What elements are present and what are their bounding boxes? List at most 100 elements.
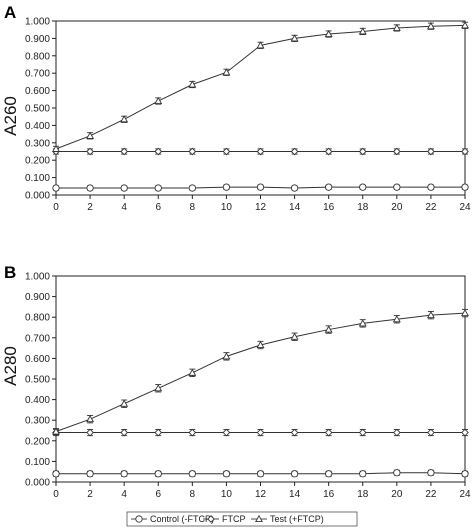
legend-swatch-marker	[207, 515, 215, 523]
panel-b-series-diamond	[52, 428, 469, 437]
panel-a-data-point	[256, 41, 265, 49]
panel-b-series-line	[55, 312, 466, 433]
panel-b-xtick-label: 8	[190, 489, 196, 500]
panel-b-data-point	[154, 384, 163, 392]
legend-box	[126, 511, 358, 527]
panel-a-ytick-label: 1.000	[25, 17, 50, 28]
panel-b-ytick-label: 0.900	[25, 292, 50, 303]
legend-swatch-marker	[135, 515, 143, 523]
panel-b-data-point	[290, 332, 299, 340]
panel-b-ytick-label: 0.400	[25, 395, 50, 406]
panel-a-data-point	[461, 21, 469, 29]
panel-a-ytick-label: 0.300	[25, 138, 50, 149]
legend-item-label: FTCP	[222, 514, 246, 524]
panel-a-data-point	[290, 184, 299, 192]
panel-b-data-point	[154, 470, 162, 478]
panel-a-data-point	[222, 183, 231, 191]
panel-a-data-point	[393, 183, 401, 191]
panel-b-data-point	[154, 428, 163, 437]
legend-item-triangle: Test (+FTCP)	[251, 514, 324, 524]
panel-a-data-point	[325, 183, 333, 191]
panel-a-ytick-label: 0.800	[25, 51, 50, 62]
panel-a-ytick-label: 0.900	[25, 34, 50, 45]
panel-a-data-point	[392, 23, 401, 31]
panel-b-data-point	[324, 325, 333, 333]
panel-a-label: A	[4, 3, 16, 22]
panel-b-xtick-label: 20	[391, 489, 403, 500]
panel-b-data-point	[222, 470, 231, 478]
panel-b-data-point	[222, 428, 231, 437]
panel-b-data-point	[188, 368, 197, 376]
panel-b-xtick-label: 18	[357, 489, 369, 500]
panel-a-data-point	[86, 131, 95, 139]
panel-a-xtick-label: 14	[289, 202, 301, 213]
panel-b-ylabel: A280	[1, 346, 20, 386]
panel-a-data-point	[188, 184, 196, 192]
panel-b-data-point	[52, 470, 60, 478]
panel-b-data-point	[461, 470, 469, 478]
panel-a-chart: A A260 0.000 0.100 0.200 0.300 0.400 0.500 0.6…	[1, 3, 471, 213]
panel-b-ytick-label: 0.800	[25, 313, 50, 324]
legend-item-circle: Control (-FTCP)	[131, 514, 214, 524]
panel-b-xtick-label: 22	[425, 489, 437, 500]
panel-b-data-point	[120, 399, 129, 407]
panel-a-data-point	[188, 80, 197, 88]
panel-a-ytick-label: 0.600	[25, 86, 50, 97]
panel-a-xtick-label: 18	[357, 202, 369, 213]
panel-b-xtick-label: 2	[87, 489, 93, 500]
panel-a-data-point	[154, 184, 162, 192]
panel-a-data-point	[290, 34, 299, 42]
panel-a-series-triangle	[52, 21, 469, 152]
panel-b-ytick-label: 0.100	[25, 457, 50, 468]
panel-b-data-point	[427, 469, 435, 477]
panel-b-ytick-label: 0.000	[25, 478, 50, 489]
panel-b-xtick-label: 24	[459, 489, 471, 500]
panel-a-data-point	[358, 147, 367, 156]
panel-b-ytick-label: 0.600	[25, 354, 50, 365]
panel-a-ytick-label: 0.100	[25, 173, 50, 184]
panel-a-ylabel: A260	[1, 96, 20, 136]
panel-a-data-point	[222, 68, 231, 76]
panel-a-xtick-label: 10	[221, 202, 233, 213]
panel-a-data-point	[256, 183, 265, 191]
panel-b-ytick-label: 0.300	[25, 416, 50, 427]
panel-a-data-point	[222, 147, 231, 156]
panel-b-data-point	[120, 428, 129, 437]
panel-b-chart: B A280 0.000 0.100 0.200 0.300 0.400 0.500 0.6…	[1, 263, 471, 500]
panel-b-series-circle	[52, 469, 469, 478]
panel-b-ytick-label: 0.500	[25, 375, 50, 386]
panel-b-data-point	[290, 428, 299, 437]
panel-b-data-point	[86, 470, 94, 478]
panel-a-data-point	[120, 115, 129, 123]
panel-b-data-point	[86, 415, 95, 423]
legend-item-diamond: FTCP	[203, 514, 246, 524]
legend-item-label: Test (+FTCP)	[270, 514, 324, 524]
panel-a-xtick-label: 12	[255, 202, 267, 213]
panel-a-data-point	[154, 96, 163, 105]
panel-a-data-point	[324, 147, 333, 156]
panel-b-data-point	[393, 469, 401, 477]
panel-a-data-point	[461, 147, 469, 156]
panel-b-data-point	[256, 340, 265, 349]
panel-a-xtick-label: 16	[323, 202, 335, 213]
panel-b-data-point	[426, 311, 435, 319]
panel-b-data-point	[256, 470, 265, 478]
panel-b-data-point	[86, 428, 94, 437]
panel-b-xtick-label: 4	[121, 489, 127, 500]
panel-b-data-point	[461, 308, 469, 317]
panel-a-data-point	[427, 147, 435, 156]
panel-b-data-point	[222, 352, 231, 360]
panel-a-xtick-label: 2	[87, 202, 93, 213]
panel-b-xtick-label: 16	[323, 489, 335, 500]
panel-a-data-point	[392, 147, 401, 156]
panel-a-xtick-label: 6	[155, 202, 161, 213]
panel-b-data-point	[188, 470, 196, 478]
panel-a-ytick-label: 0.200	[25, 156, 50, 167]
panel-b-xtick-label: 0	[53, 489, 59, 500]
panel-a-xtick-label: 24	[459, 202, 471, 213]
panel-b-data-point	[325, 470, 333, 478]
panel-b-data-point	[324, 428, 333, 437]
panel-a-xtick-label: 4	[121, 202, 127, 213]
panel-a-data-point	[86, 147, 94, 156]
panel-a-xtick-label: 0	[53, 202, 59, 213]
